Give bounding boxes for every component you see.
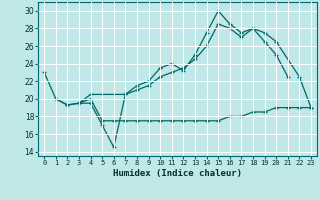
X-axis label: Humidex (Indice chaleur): Humidex (Indice chaleur) xyxy=(113,169,242,178)
